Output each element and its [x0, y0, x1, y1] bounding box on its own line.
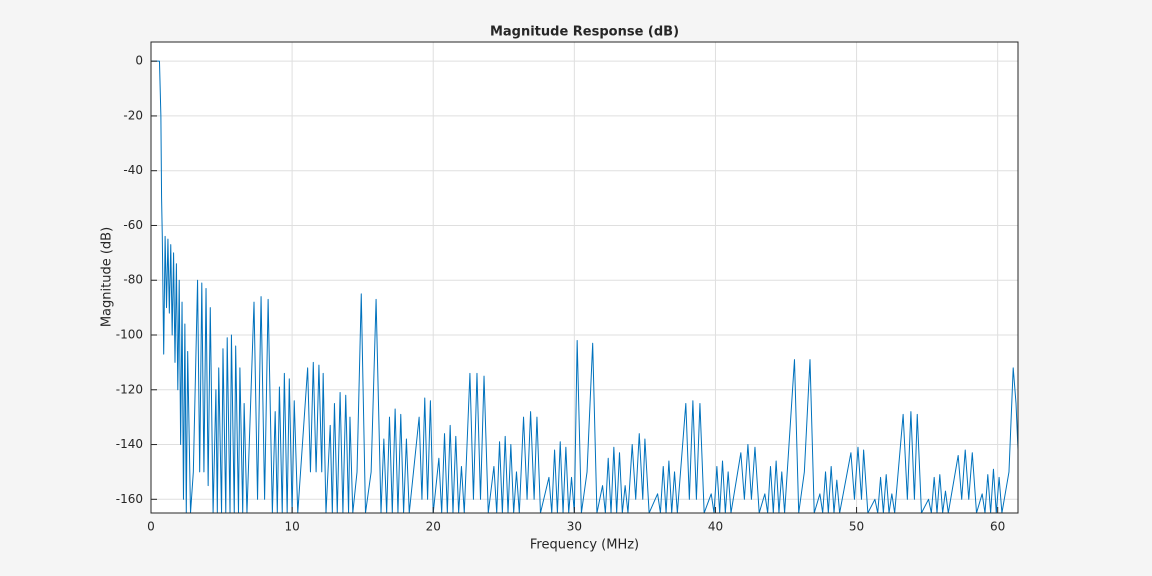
axes-box [150, 41, 1019, 514]
x-tick-label: 30 [567, 520, 582, 534]
chart-title: Magnitude Response (dB) [490, 25, 679, 40]
y-tick-label: -140 [116, 437, 143, 451]
y-tick-label: 0 [135, 54, 143, 68]
x-tick-label: 20 [426, 520, 441, 534]
x-axis-label: Frequency (MHz) [530, 538, 639, 553]
y-tick-label: -120 [116, 382, 143, 396]
y-axis-label: Magnitude (dB) [100, 227, 115, 327]
y-tick-label: -60 [123, 218, 143, 232]
grid [150, 42, 1018, 513]
y-tick-label: -40 [123, 163, 143, 177]
y-tick-label: -80 [123, 273, 143, 287]
x-tick-label: 10 [284, 520, 299, 534]
x-tick-label: 0 [147, 520, 155, 534]
x-tick-label: 50 [849, 520, 864, 534]
line [151, 60, 1018, 513]
plot [151, 60, 1018, 513]
y-tick-label: -20 [123, 108, 143, 122]
x-tick-label: 40 [708, 520, 723, 534]
y-tick-label: -160 [116, 492, 143, 506]
x-tick-label: 60 [990, 520, 1005, 534]
y-tick-label: -100 [116, 328, 143, 342]
